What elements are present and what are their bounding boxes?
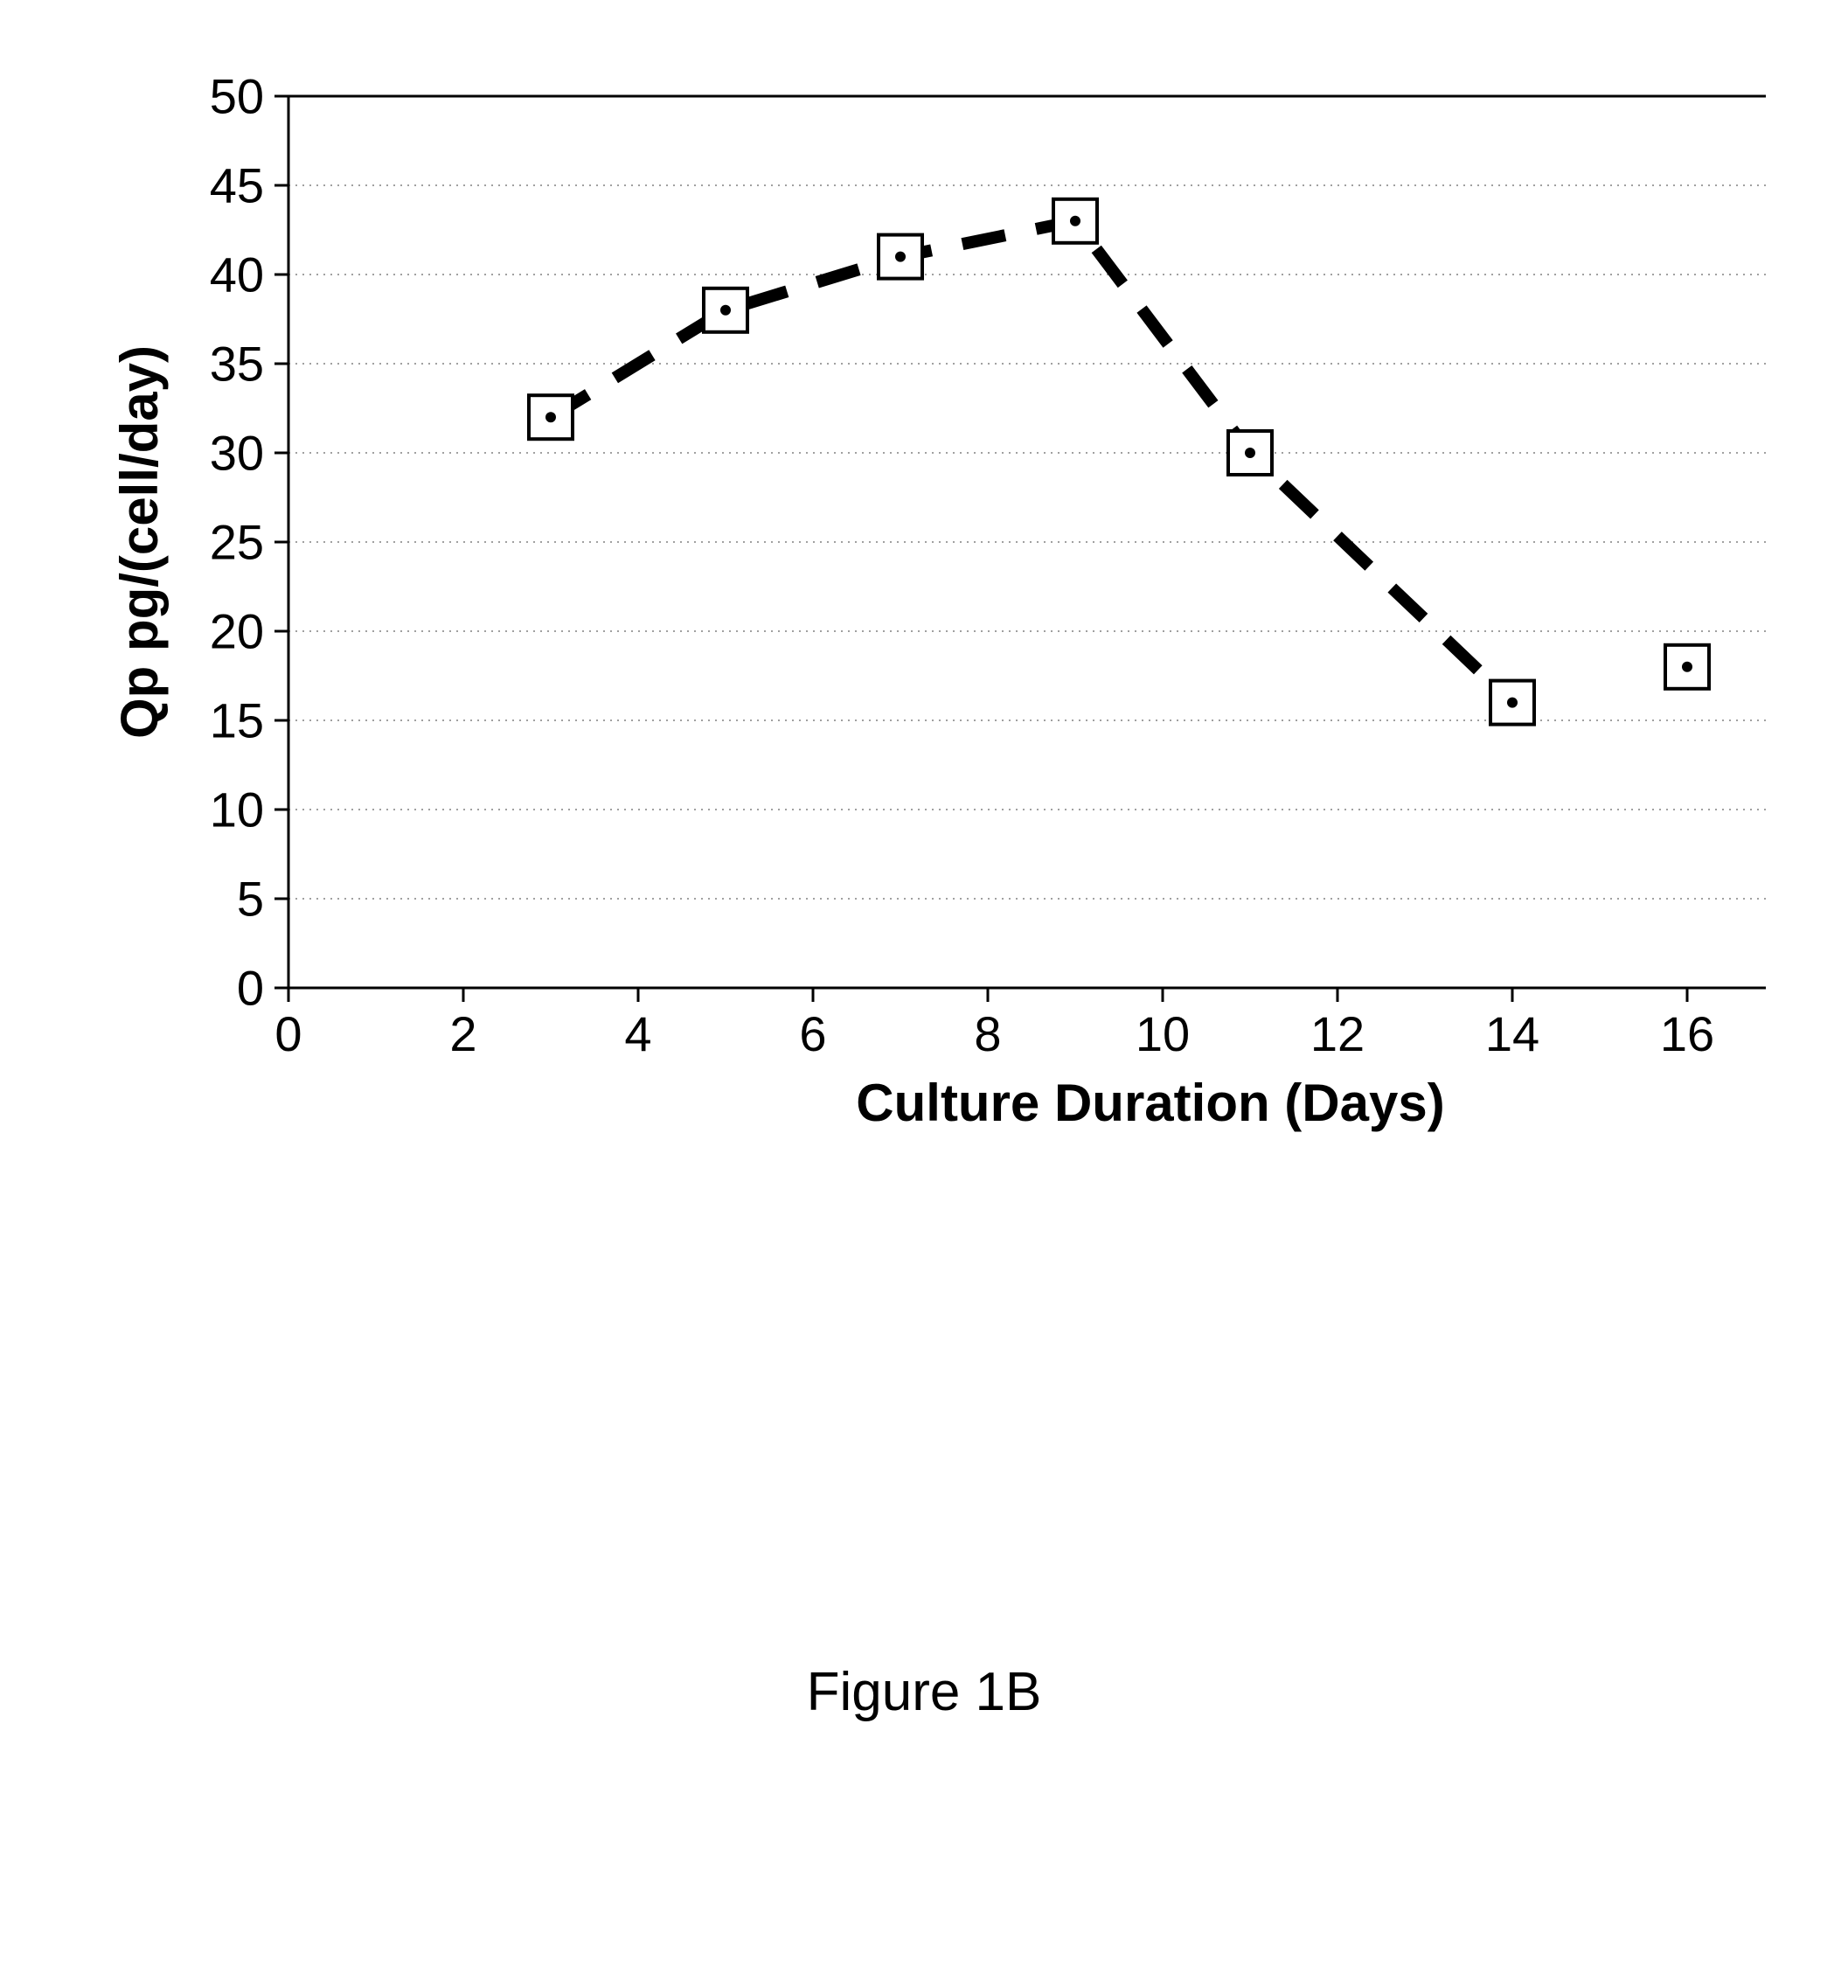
svg-text:16: 16 (1660, 1006, 1714, 1061)
svg-text:Qp pg/(cell/day): Qp pg/(cell/day) (110, 345, 169, 739)
svg-text:45: 45 (210, 158, 264, 213)
svg-text:6: 6 (799, 1006, 826, 1061)
svg-text:40: 40 (210, 247, 264, 302)
svg-text:10: 10 (1136, 1006, 1190, 1061)
svg-text:35: 35 (210, 337, 264, 392)
svg-text:10: 10 (210, 782, 264, 838)
svg-text:0: 0 (274, 1006, 302, 1061)
svg-text:Culture Duration (Days): Culture Duration (Days) (856, 1074, 1444, 1132)
svg-text:15: 15 (210, 693, 264, 748)
svg-text:20: 20 (210, 604, 264, 659)
page: 0 2 4 6 8 10 12 14 16 0 5 10 15 20 25 30 35 40 45 50 Culture… (0, 0, 1848, 1988)
svg-text:0: 0 (237, 961, 264, 1016)
svg-text:12: 12 (1310, 1006, 1365, 1061)
chart-container: 0 2 4 6 8 10 12 14 16 0 5 10 15 20 25 30 35 40 45 50 Culture… (105, 70, 1766, 1211)
svg-text:14: 14 (1485, 1006, 1539, 1061)
svg-text:2: 2 (449, 1006, 476, 1061)
svg-text:25: 25 (210, 515, 264, 570)
svg-text:30: 30 (210, 426, 264, 481)
svg-text:5: 5 (237, 872, 264, 927)
figure-caption: Figure 1B (0, 1661, 1848, 1723)
line-chart: 0 2 4 6 8 10 12 14 16 0 5 10 15 20 25 30 35 40 45 50 Culture… (105, 70, 1766, 1206)
svg-text:8: 8 (974, 1006, 1001, 1061)
svg-text:50: 50 (210, 70, 264, 124)
svg-text:4: 4 (624, 1006, 651, 1061)
